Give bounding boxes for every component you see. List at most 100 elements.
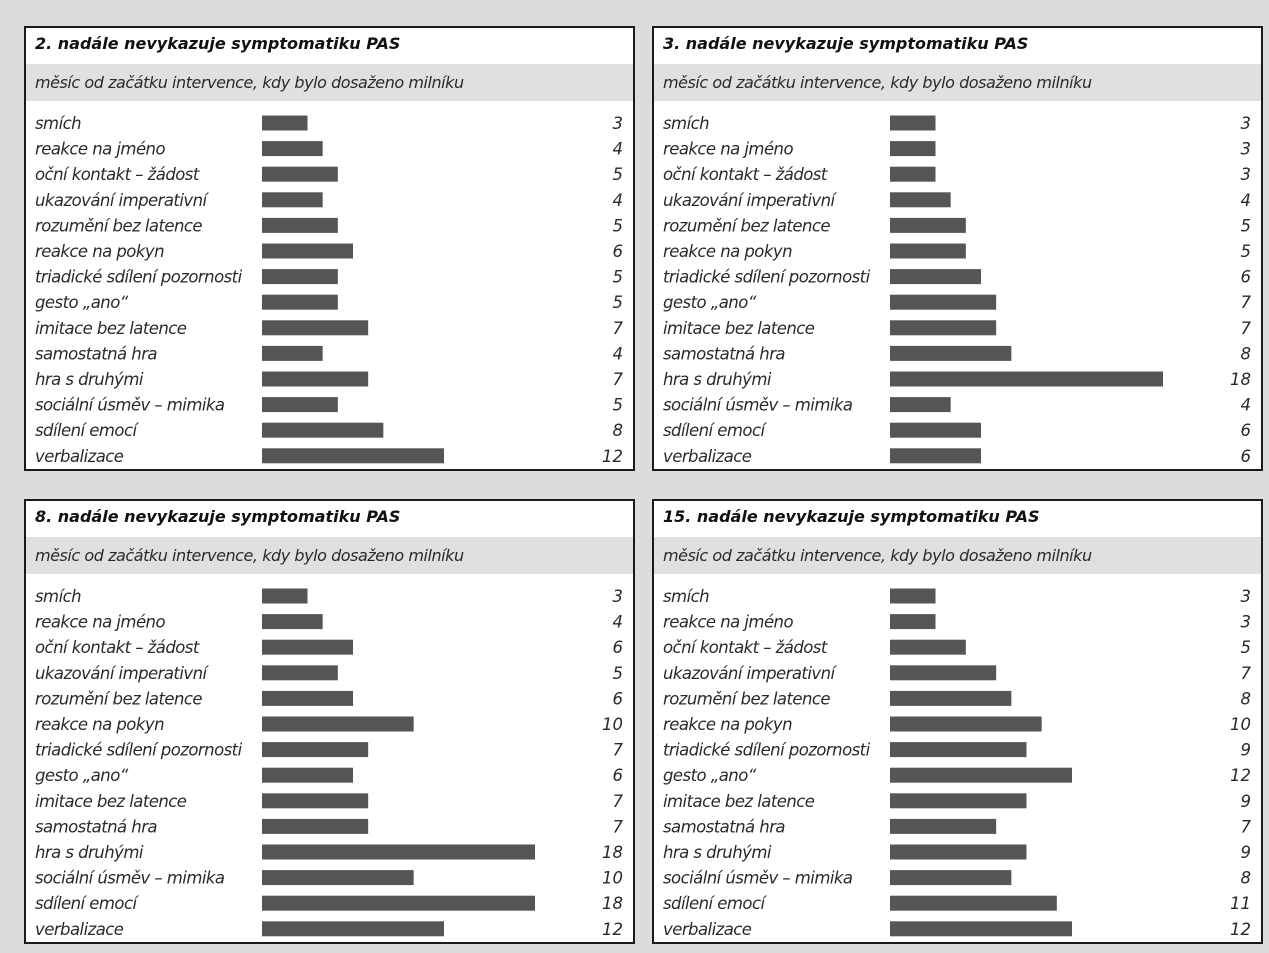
value-label: 12	[1230, 766, 1251, 785]
bar	[262, 371, 369, 387]
value-label: 3	[1241, 613, 1252, 632]
chart-title: 3. nadále nevykazuje symptomatiku PAS	[663, 34, 1029, 53]
bar	[262, 767, 353, 783]
category-label: reakce na jméno	[35, 140, 165, 159]
category-label: triadické sdílení pozornosti	[663, 268, 871, 287]
value-label: 3	[613, 587, 624, 606]
value-label: 7	[613, 741, 624, 760]
bar	[262, 895, 535, 911]
bar	[890, 345, 1012, 361]
value-label: 7	[613, 319, 624, 338]
value-label: 3	[1241, 587, 1252, 606]
bar-chart: smích 3 reakce na jméno 3 oční kontakt – žád…	[663, 587, 1252, 939]
bar	[262, 141, 323, 157]
category-label: ukazování imperativní	[35, 191, 209, 210]
bar	[262, 115, 308, 131]
chart-panel: 8. nadále nevykazuje symptomatiku PAS mě…	[24, 499, 635, 944]
value-label: 4	[1241, 191, 1252, 210]
value-label: 5	[613, 268, 624, 287]
bar	[890, 665, 997, 681]
bar	[262, 320, 369, 336]
bar	[890, 614, 936, 630]
bar	[890, 243, 966, 259]
category-label: gesto „ano“	[35, 293, 129, 312]
bar-chart: smích 3 reakce na jméno 4 oční kontakt – žád…	[35, 587, 624, 939]
chart-subtitle-band: měsíc od začátku intervence, kdy bylo do…	[26, 537, 633, 574]
value-label: 10	[1230, 715, 1251, 734]
value-label: 8	[1241, 344, 1252, 363]
value-label: 4	[613, 344, 624, 363]
category-label: imitace bez latence	[663, 792, 815, 811]
bar	[890, 690, 1012, 706]
value-label: 12	[602, 920, 623, 939]
category-label: reakce na pokyn	[663, 715, 792, 734]
value-label: 9	[1241, 843, 1252, 862]
category-label: reakce na pokyn	[663, 242, 792, 261]
bar	[890, 793, 1027, 809]
bar	[890, 217, 966, 233]
category-label: sociální úsměv – mimika	[35, 869, 225, 888]
bar	[890, 269, 981, 285]
bar	[262, 588, 308, 604]
bar	[262, 921, 444, 937]
bar	[262, 870, 414, 886]
category-label: oční kontakt – žádost	[35, 638, 200, 657]
category-label: rozumění bez latence	[663, 689, 830, 708]
category-label: reakce na jméno	[663, 613, 793, 632]
category-label: reakce na jméno	[35, 613, 165, 632]
chart-title: 2. nadále nevykazuje symptomatiku PAS	[35, 34, 401, 53]
value-label: 6	[613, 766, 624, 785]
bar	[890, 818, 997, 834]
bar	[890, 422, 981, 438]
category-label: sociální úsměv – mimika	[35, 396, 225, 415]
bar	[262, 269, 338, 285]
value-label: 4	[613, 191, 624, 210]
bar	[890, 371, 1163, 387]
category-label: gesto „ano“	[663, 293, 757, 312]
category-label: smích	[35, 587, 81, 606]
value-label: 6	[613, 242, 624, 261]
category-label: ukazování imperativní	[663, 664, 837, 683]
chart-subtitle: měsíc od začátku intervence, kdy bylo do…	[663, 546, 1092, 565]
category-label: oční kontakt – žádost	[663, 638, 828, 657]
bar	[890, 639, 966, 655]
category-label: samostatná hra	[35, 344, 157, 363]
value-label: 7	[613, 370, 624, 389]
category-label: sdílení emocí	[663, 421, 767, 440]
value-label: 3	[1241, 140, 1252, 159]
bar	[890, 294, 997, 310]
category-label: verbalizace	[663, 447, 752, 466]
value-label: 4	[613, 140, 624, 159]
chart-panel: 15. nadále nevykazuje symptomatiku PAS m…	[652, 499, 1263, 944]
bar	[262, 742, 369, 758]
value-label: 3	[1241, 165, 1252, 184]
value-label: 18	[602, 843, 623, 862]
category-label: triadické sdílení pozornosti	[35, 741, 243, 760]
bar	[262, 192, 323, 208]
category-label: imitace bez latence	[35, 319, 187, 338]
bar	[890, 742, 1027, 758]
chart-subtitle-band: měsíc od začátku intervence, kdy bylo do…	[26, 64, 633, 101]
category-label: rozumění bez latence	[663, 216, 830, 235]
value-label: 4	[613, 613, 624, 632]
category-label: oční kontakt – žádost	[663, 165, 828, 184]
bar	[890, 844, 1027, 860]
bar	[262, 690, 353, 706]
value-label: 8	[1241, 869, 1252, 888]
value-label: 5	[613, 396, 624, 415]
category-label: ukazování imperativní	[35, 664, 209, 683]
bar	[890, 716, 1042, 732]
bar	[262, 422, 384, 438]
bar	[890, 870, 1012, 886]
category-label: rozumění bez latence	[35, 689, 202, 708]
bar	[262, 217, 338, 233]
category-label: oční kontakt – žádost	[35, 165, 200, 184]
chart-subtitle: měsíc od začátku intervence, kdy bylo do…	[663, 73, 1092, 92]
category-label: hra s druhými	[663, 370, 772, 389]
value-label: 6	[1241, 421, 1252, 440]
value-label: 8	[613, 421, 624, 440]
chart-subtitle-band: měsíc od začátku intervence, kdy bylo do…	[654, 537, 1261, 574]
chart-title: 8. nadále nevykazuje symptomatiku PAS	[35, 507, 401, 526]
bar	[890, 448, 981, 464]
bar	[262, 716, 414, 732]
